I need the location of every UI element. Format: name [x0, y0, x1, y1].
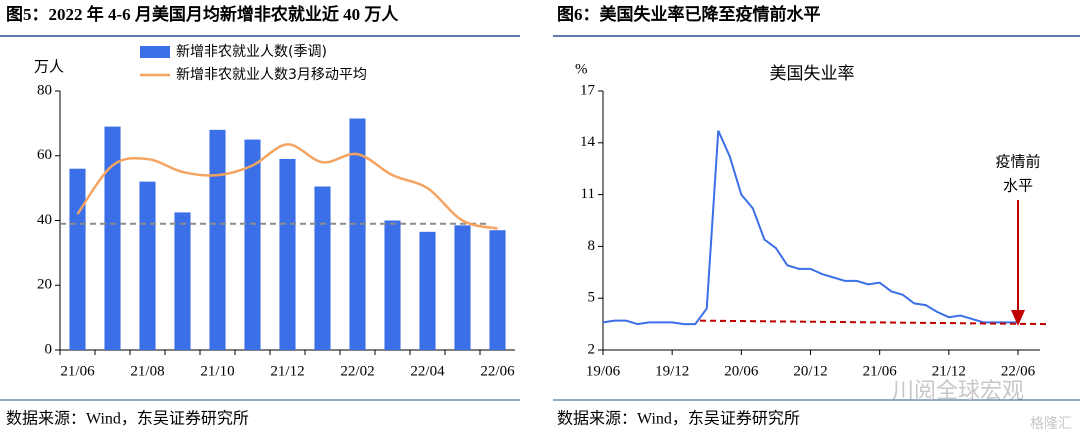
y-tick-label: 17 [580, 82, 596, 98]
x-tick-label: 21/10 [200, 363, 234, 379]
x-tick-label: 22/04 [410, 363, 445, 379]
y-tick-label: 11 [581, 186, 595, 202]
y-tick-label: 80 [37, 82, 52, 98]
bar [419, 231, 436, 350]
source: 数据来源：Wind，东吴证券研究所 [557, 410, 800, 428]
bar [454, 225, 471, 350]
bar [349, 118, 366, 350]
y-axis-label: 万人 [34, 58, 64, 75]
legend-swatch [140, 46, 170, 58]
watermark: 格隆汇 [1030, 416, 1072, 432]
bar [174, 212, 191, 350]
x-tick-label: 21/12 [932, 363, 966, 379]
chart-title: 图5：2022 年 4-6 月美国月均新增非农就业近 40 万人 [6, 4, 399, 24]
x-tick-label: 21/06 [863, 363, 898, 379]
ma-line [76, 143, 498, 230]
watermark: 川阅全球宏观 [892, 379, 1024, 404]
unemployment-line [602, 130, 1018, 326]
x-tick-label: 21/12 [270, 363, 304, 379]
y-tick-label: 14 [580, 134, 596, 150]
bar [489, 230, 506, 350]
x-tick-label: 21/08 [130, 363, 164, 379]
annotation: 疫情前 [995, 153, 1040, 171]
x-tick-label: 22/06 [1001, 363, 1036, 379]
bar [69, 168, 86, 350]
reference-line [699, 319, 1049, 326]
y-tick-label: 40 [37, 212, 52, 228]
x-tick-label: 20/12 [793, 363, 827, 379]
bar [314, 186, 331, 350]
x-tick-label: 22/02 [340, 363, 374, 379]
y-axis-label: % [575, 61, 588, 77]
x-tick-label: 20/06 [724, 363, 759, 379]
legend-label: 新增非农就业人数3月移动平均 [176, 67, 367, 83]
y-tick-label: 8 [588, 238, 596, 254]
x-tick-label: 22/06 [480, 363, 515, 379]
source: 数据来源：Wind，东吴证券研究所 [6, 410, 249, 428]
chart-subtitle: 美国失业率 [770, 64, 855, 84]
y-tick-label: 60 [37, 147, 52, 163]
bar [209, 129, 226, 350]
y-tick-label: 2 [588, 341, 596, 357]
bar [384, 220, 401, 350]
bar [279, 158, 296, 350]
legend-label: 新增非农就业人数(季调) [176, 44, 327, 60]
y-tick-label: 20 [37, 277, 52, 293]
bar [104, 126, 121, 350]
x-tick-label: 19/12 [655, 363, 689, 379]
bar [244, 139, 261, 350]
chart-title: 图6：美国失业率已降至疫情前水平 [557, 4, 821, 24]
annotation: 水平 [1003, 177, 1033, 195]
y-tick-label: 5 [588, 290, 596, 306]
y-tick-label: 0 [45, 341, 53, 357]
x-tick-label: 19/06 [586, 363, 621, 379]
bar [139, 181, 156, 350]
annotation-arrowhead [1011, 310, 1025, 326]
x-tick-label: 21/06 [60, 363, 95, 379]
